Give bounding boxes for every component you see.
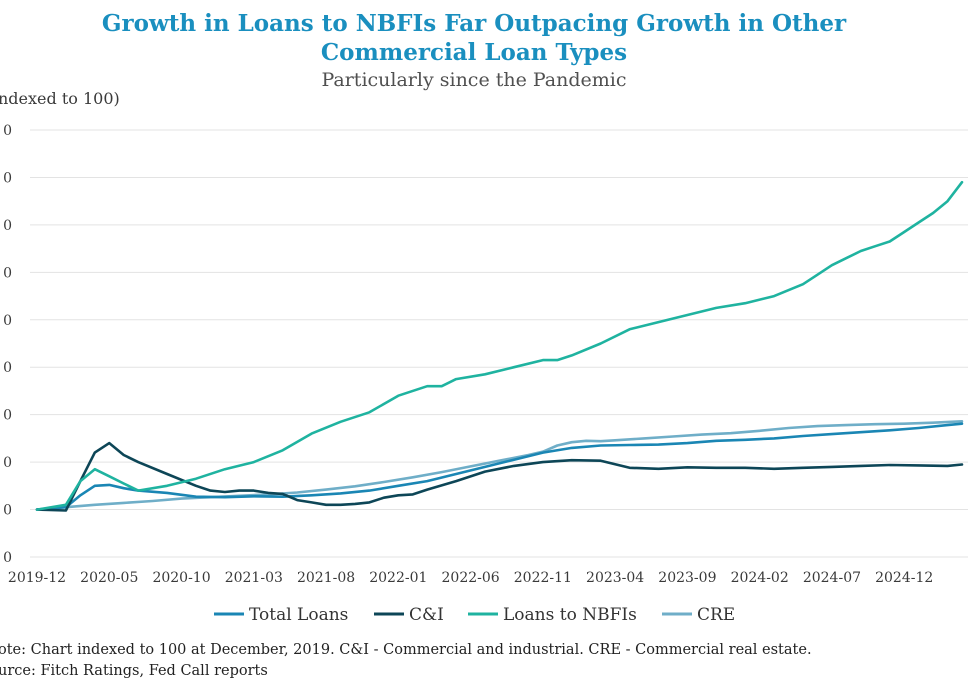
x-tick-label: 2022-06 xyxy=(442,570,500,586)
y-tick-label: 0 xyxy=(3,360,12,376)
y-tick-label: 0 xyxy=(3,265,12,281)
y-tick-label: 0 xyxy=(3,503,12,519)
y-tick-label: 0 xyxy=(3,550,12,566)
x-tick-label: 2024-02 xyxy=(731,570,789,586)
x-tick-label: 2019-12 xyxy=(8,570,66,586)
y-tick-label: 0 xyxy=(3,455,12,471)
y-tick-label: 0 xyxy=(3,408,12,424)
y-tick-label: 0 xyxy=(3,170,12,186)
x-tick-label: 2022-11 xyxy=(514,570,572,586)
x-tick-label: 2021-08 xyxy=(297,570,355,586)
x-tick-label: 2023-04 xyxy=(586,570,644,586)
x-tick-label: 2020-05 xyxy=(80,570,138,586)
y-tick-label: 0 xyxy=(3,313,12,329)
legend-label-total-loans: Total Loans xyxy=(249,605,348,625)
x-tick-label: 2020-10 xyxy=(152,570,210,586)
x-tick-label: 2021-03 xyxy=(225,570,283,586)
chart-source: urce: Fitch Ratings, Fed Call reports xyxy=(0,663,268,679)
chart-subtitle: Particularly since the Pandemic xyxy=(321,69,626,91)
series-line-ci xyxy=(35,441,964,512)
y-axis-ticks: 0 0 0 0 0 0 0 0 0 0 xyxy=(3,123,12,566)
chart-title-line-2: Commercial Loan Types xyxy=(321,39,627,66)
y-tick-label: 0 xyxy=(3,123,12,139)
chart-legend: Total Loans C&I Loans to NBFIs CRE xyxy=(214,605,735,625)
series-lines xyxy=(35,180,964,512)
x-tick-label: 2023-09 xyxy=(658,570,716,586)
x-tick-label: 2024-07 xyxy=(803,570,861,586)
series-line-loans-to-nbfis xyxy=(35,180,964,511)
x-tick-label: 2024-12 xyxy=(875,570,933,586)
y-axis-label: ndexed to 100) xyxy=(0,89,120,108)
y-tick-label: 0 xyxy=(3,218,12,234)
legend-label-cre: CRE xyxy=(697,605,735,625)
legend-label-ci: C&I xyxy=(409,605,444,625)
chart-note: ote: Chart indexed to 100 at December, 2… xyxy=(0,642,812,658)
x-tick-label: 2022-01 xyxy=(369,570,427,586)
chart-title-line-1: Growth in Loans to NBFIs Far Outpacing G… xyxy=(102,10,847,37)
x-axis-ticks: 2019-12 2020-05 2020-10 2021-03 2021-08 2022-… xyxy=(8,570,933,586)
legend-label-nbfi: Loans to NBFIs xyxy=(503,605,637,625)
gridlines xyxy=(30,129,968,558)
